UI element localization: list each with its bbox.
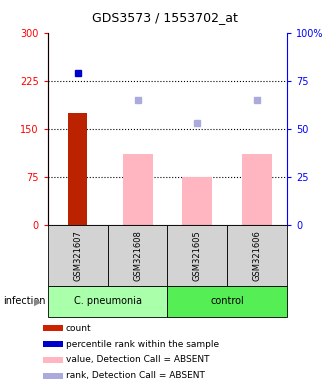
Text: GSM321605: GSM321605: [193, 230, 202, 281]
Text: rank, Detection Call = ABSENT: rank, Detection Call = ABSENT: [66, 371, 205, 380]
Text: percentile rank within the sample: percentile rank within the sample: [66, 339, 219, 349]
Text: control: control: [211, 296, 244, 306]
Text: value, Detection Call = ABSENT: value, Detection Call = ABSENT: [66, 355, 210, 364]
Bar: [168, 225, 227, 286]
Bar: [123, 154, 152, 225]
Text: GSM321606: GSM321606: [253, 230, 262, 281]
Bar: [48, 286, 168, 317]
Bar: [108, 225, 167, 286]
Bar: [43, 357, 63, 363]
Text: count: count: [66, 324, 92, 333]
Bar: [48, 225, 108, 286]
Text: GSM321607: GSM321607: [73, 230, 82, 281]
Bar: [168, 286, 287, 317]
Text: ▶: ▶: [34, 296, 42, 306]
Bar: [68, 113, 87, 225]
Text: infection: infection: [3, 296, 46, 306]
Text: GSM321608: GSM321608: [133, 230, 142, 281]
Bar: [43, 372, 63, 379]
Bar: [43, 341, 63, 347]
Text: GDS3573 / 1553702_at: GDS3573 / 1553702_at: [92, 12, 238, 25]
Text: C. pneumonia: C. pneumonia: [74, 296, 142, 306]
Bar: [227, 225, 287, 286]
Bar: [182, 177, 212, 225]
Bar: [43, 325, 63, 331]
Bar: [242, 154, 272, 225]
